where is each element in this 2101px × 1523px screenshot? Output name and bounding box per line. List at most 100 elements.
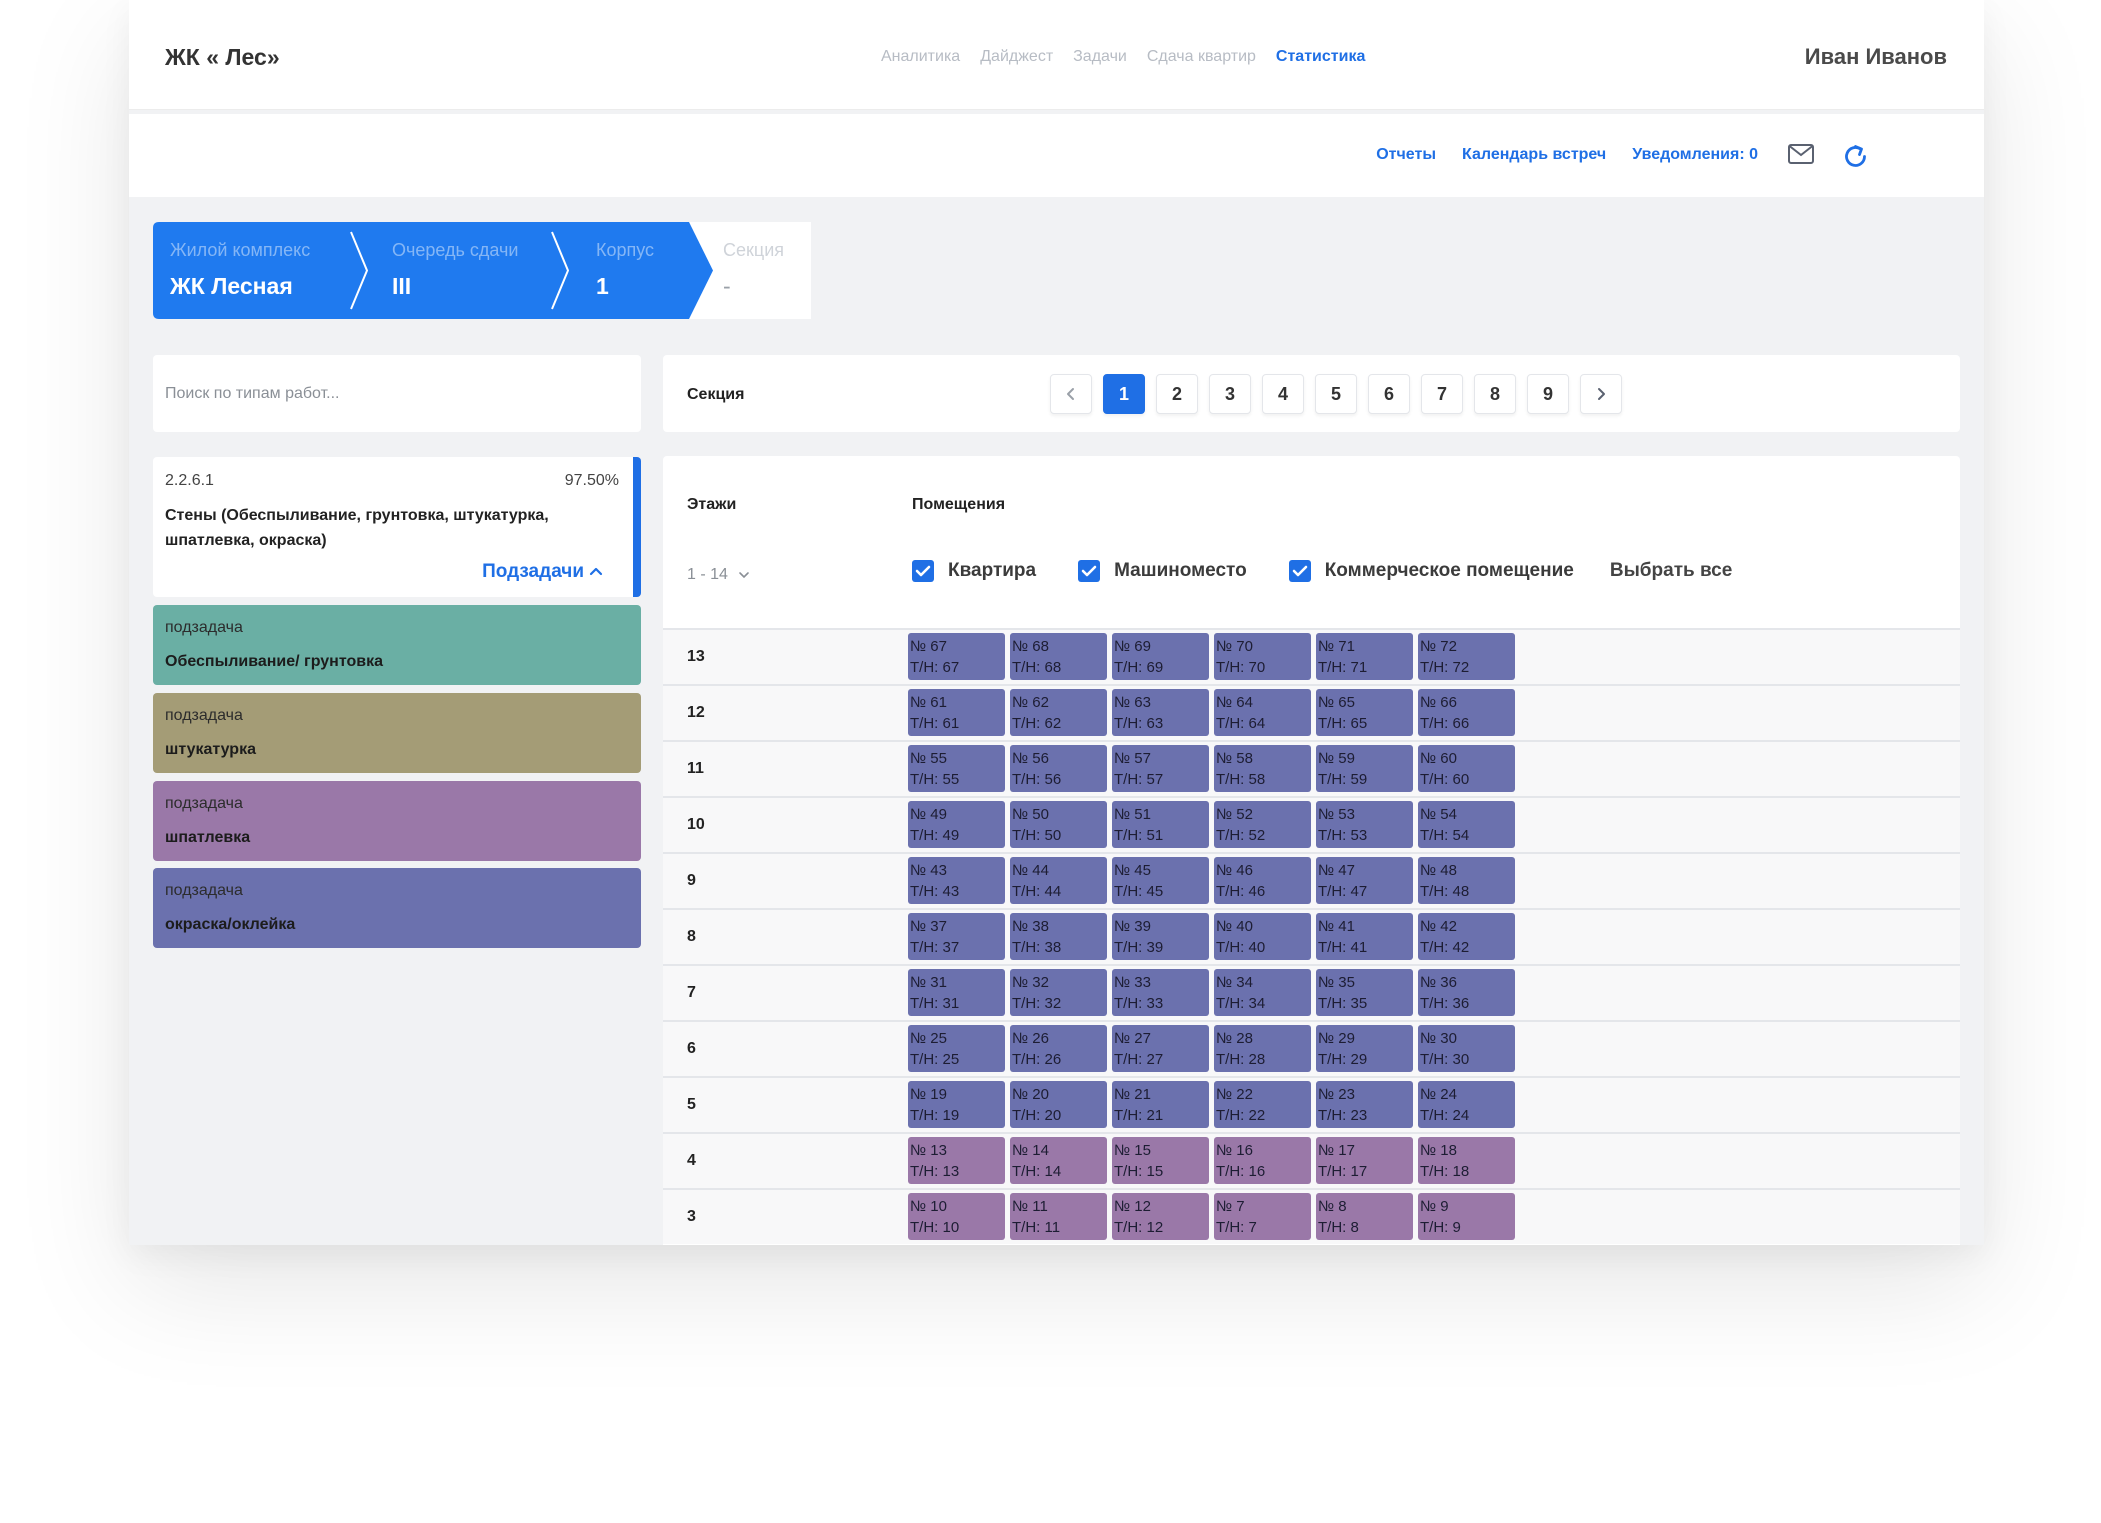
select-all-button[interactable]: Выбрать все	[1609, 560, 1733, 581]
mail-icon[interactable]	[1788, 144, 1814, 164]
checkbox-checked-icon[interactable]	[1288, 560, 1311, 582]
room-cell[interactable]: № 33 Т/Н: 33	[1112, 969, 1209, 1016]
brand-title[interactable]: ЖК « Лес»	[165, 44, 280, 70]
room-cell[interactable]: № 19 Т/Н: 19	[908, 1081, 1005, 1128]
room-cell[interactable]: № 16 Т/Н: 16	[1214, 1137, 1311, 1184]
room-cell[interactable]: № 59 Т/Н: 59	[1316, 745, 1413, 792]
nav-tasks[interactable]: Задачи	[1073, 48, 1127, 65]
nav-apartments-handover[interactable]: Сдача квартир	[1146, 48, 1256, 65]
room-cell[interactable]: № 52 Т/Н: 52	[1214, 801, 1311, 848]
room-cell[interactable]: № 11 Т/Н: 11	[1010, 1193, 1107, 1240]
nav-analytics[interactable]: Аналитика	[881, 48, 961, 65]
room-cell[interactable]: № 46 Т/Н: 46	[1214, 857, 1311, 904]
room-cell[interactable]: № 67 Т/Н: 67	[908, 633, 1005, 680]
room-cell[interactable]: № 48 Т/Н: 48	[1418, 857, 1515, 904]
room-cell[interactable]: № 29 Т/Н: 29	[1316, 1025, 1413, 1072]
room-cell[interactable]: № 71 Т/Н: 71	[1316, 633, 1413, 680]
room-cell[interactable]: № 42 Т/Н: 42	[1418, 913, 1515, 960]
room-cell[interactable]: № 50 Т/Н: 50	[1010, 801, 1107, 848]
room-cell[interactable]: № 41 Т/Н: 41	[1316, 913, 1413, 960]
nav-statistics[interactable]: Статистика	[1275, 48, 1366, 65]
room-cell[interactable]: № 49 Т/Н: 49	[908, 801, 1005, 848]
room-cell[interactable]: № 54 Т/Н: 54	[1418, 801, 1515, 848]
room-cell[interactable]: № 60 Т/Н: 60	[1418, 745, 1515, 792]
room-cell[interactable]: № 13 Т/Н: 13	[908, 1137, 1005, 1184]
page-button-8[interactable]: 8	[1474, 374, 1516, 414]
room-cell[interactable]: № 7 Т/Н: 7	[1214, 1193, 1311, 1240]
room-cell[interactable]: № 40 Т/Н: 40	[1214, 913, 1311, 960]
subtask-item[interactable]: подзадача окраска/оклейка	[153, 868, 641, 948]
room-cell[interactable]: № 57 Т/Н: 57	[1112, 745, 1209, 792]
page-button-9[interactable]: 9	[1527, 374, 1569, 414]
checkbox-checked-icon[interactable]	[912, 560, 934, 582]
room-cell[interactable]: № 18 Т/Н: 18	[1418, 1137, 1515, 1184]
room-cell[interactable]: № 15 Т/Н: 15	[1112, 1137, 1209, 1184]
page-button-6[interactable]: 6	[1368, 374, 1410, 414]
room-cell[interactable]: № 38 Т/Н: 38	[1010, 913, 1107, 960]
user-name[interactable]: Иван Иванов	[1804, 44, 1947, 69]
room-cell[interactable]: № 10 Т/Н: 10	[908, 1193, 1005, 1240]
filter-commercial[interactable]: Коммерческое помещение	[1288, 560, 1574, 582]
room-cell[interactable]: № 56 Т/Н: 56	[1010, 745, 1107, 792]
room-cell[interactable]: № 30 Т/Н: 30	[1418, 1025, 1515, 1072]
page-button-5[interactable]: 5	[1315, 374, 1357, 414]
chevron-up-icon[interactable]	[589, 566, 603, 576]
page-button-7[interactable]: 7	[1421, 374, 1463, 414]
room-cell[interactable]: № 65 Т/Н: 65	[1316, 689, 1413, 736]
room-cell[interactable]: № 8 Т/Н: 8	[1316, 1193, 1413, 1240]
room-cell[interactable]: № 26 Т/Н: 26	[1010, 1025, 1107, 1072]
subtask-item[interactable]: подзадача штукатурка	[153, 693, 641, 773]
filter-apartment[interactable]: Квартира	[912, 560, 1036, 582]
room-cell[interactable]: № 69 Т/Н: 69	[1112, 633, 1209, 680]
room-cell[interactable]: № 12 Т/Н: 12	[1112, 1193, 1209, 1240]
room-cell[interactable]: № 28 Т/Н: 28	[1214, 1025, 1311, 1072]
subtask-item[interactable]: подзадача Обеспыливание/ грунтовка	[153, 605, 641, 685]
room-cell[interactable]: № 72 Т/Н: 72	[1418, 633, 1515, 680]
room-cell[interactable]: № 63 Т/Н: 63	[1112, 689, 1209, 736]
room-cell[interactable]: № 47 Т/Н: 47	[1316, 857, 1413, 904]
page-button-1[interactable]: 1	[1103, 374, 1145, 414]
room-cell[interactable]: № 58 Т/Н: 58	[1214, 745, 1311, 792]
refresh-icon[interactable]	[1842, 143, 1869, 170]
room-cell[interactable]: № 53 Т/Н: 53	[1316, 801, 1413, 848]
notifications-link[interactable]: Уведомления: 0	[1632, 146, 1758, 163]
prev-page-button[interactable]	[1050, 374, 1092, 414]
calendar-link[interactable]: Календарь встреч	[1462, 146, 1607, 163]
room-cell[interactable]: № 39 Т/Н: 39	[1112, 913, 1209, 960]
room-cell[interactable]: № 9 Т/Н: 9	[1418, 1193, 1515, 1240]
room-cell[interactable]: № 27 Т/Н: 27	[1112, 1025, 1209, 1072]
room-cell[interactable]: № 68 Т/Н: 68	[1010, 633, 1107, 680]
room-cell[interactable]: № 55 Т/Н: 55	[908, 745, 1005, 792]
search-input[interactable]	[153, 355, 641, 432]
room-cell[interactable]: № 25 Т/Н: 25	[908, 1025, 1005, 1072]
room-cell[interactable]: № 31 Т/Н: 31	[908, 969, 1005, 1016]
reports-link[interactable]: Отчеты	[1376, 146, 1436, 163]
room-cell[interactable]: № 22 Т/Н: 22	[1214, 1081, 1311, 1128]
room-cell[interactable]: № 21 Т/Н: 21	[1112, 1081, 1209, 1128]
room-cell[interactable]: № 32 Т/Н: 32	[1010, 969, 1107, 1016]
room-cell[interactable]: № 20 Т/Н: 20	[1010, 1081, 1107, 1128]
next-page-button[interactable]	[1580, 374, 1622, 414]
room-cell[interactable]: № 45 Т/Н: 45	[1112, 857, 1209, 904]
room-cell[interactable]: № 51 Т/Н: 51	[1112, 801, 1209, 848]
breadcrumb-building[interactable]: Корпус 1	[596, 240, 654, 300]
floor-range-dropdown[interactable]: 1 - 14	[687, 566, 750, 584]
task-card[interactable]: 2.2.6.1 97.50% Стены (Обеспыливание, гру…	[153, 457, 641, 597]
breadcrumb-complex[interactable]: Жилой комплекс ЖК Лесная	[170, 240, 310, 300]
room-cell[interactable]: № 43 Т/Н: 43	[908, 857, 1005, 904]
room-cell[interactable]: № 34 Т/Н: 34	[1214, 969, 1311, 1016]
breadcrumb-queue[interactable]: Очередь сдачи III	[392, 240, 518, 300]
room-cell[interactable]: № 62 Т/Н: 62	[1010, 689, 1107, 736]
room-cell[interactable]: № 24 Т/Н: 24	[1418, 1081, 1515, 1128]
room-cell[interactable]: № 61 Т/Н: 61	[908, 689, 1005, 736]
room-cell[interactable]: № 44 Т/Н: 44	[1010, 857, 1107, 904]
checkbox-checked-icon[interactable]	[1078, 560, 1101, 582]
page-button-4[interactable]: 4	[1262, 374, 1304, 414]
breadcrumb-section[interactable]: Секция -	[723, 240, 784, 300]
room-cell[interactable]: № 64 Т/Н: 64	[1214, 689, 1311, 736]
room-cell[interactable]: № 37 Т/Н: 37	[908, 913, 1005, 960]
page-button-3[interactable]: 3	[1209, 374, 1251, 414]
nav-digest[interactable]: Дайджест	[980, 48, 1054, 65]
subtask-item[interactable]: подзадача шпатлевка	[153, 781, 641, 861]
room-cell[interactable]: № 66 Т/Н: 66	[1418, 689, 1515, 736]
